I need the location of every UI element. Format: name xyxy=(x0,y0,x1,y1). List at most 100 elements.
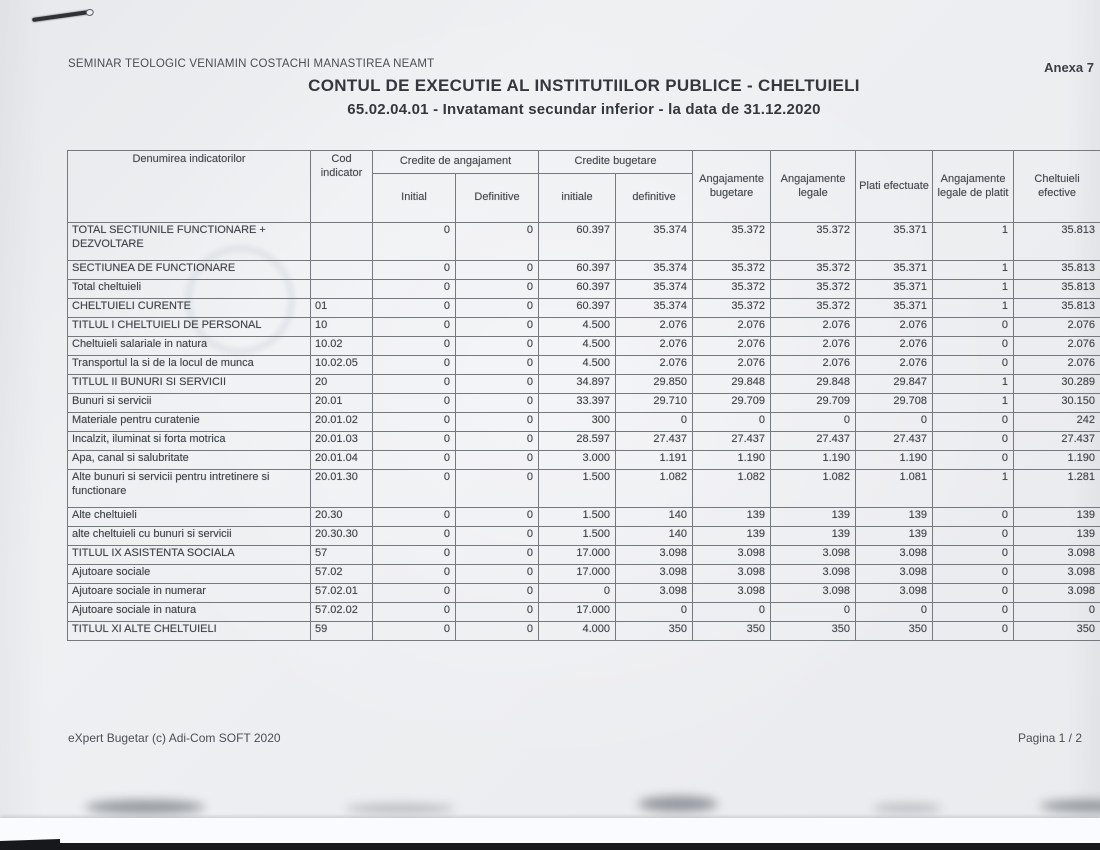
table-row: Ajutoare sociale 57.02 0 0 17.000 3.098 3.098 3… xyxy=(67,564,1100,584)
value-cell: 0 xyxy=(932,564,1015,584)
value-cell: 35.374 xyxy=(615,298,694,318)
budget-execution-table: Denumirea indicatorilor Cod indicator Cr… xyxy=(67,150,1100,641)
value-cell: 35.372 xyxy=(692,279,772,299)
col-group-credite-bugetare: Credite bugetare xyxy=(538,150,694,174)
value-cell: 0 xyxy=(454,393,540,413)
value-cell: 0 xyxy=(932,450,1015,470)
value-cell: 28.597 xyxy=(538,431,617,451)
value-cell: 1.190 xyxy=(1013,450,1100,470)
value-cell: 35.371 xyxy=(855,260,934,280)
indicator-name-cell: Transportul la si de la locul de munca xyxy=(67,355,311,375)
value-cell: 0 xyxy=(372,260,456,280)
value-cell: 0 xyxy=(454,545,540,565)
value-cell: 29.850 xyxy=(615,374,694,394)
indicator-code-cell: 20 xyxy=(310,374,373,394)
col-header-angajamente-legale-platit: Angajamente legale de platit xyxy=(932,150,1015,223)
value-cell: 3.098 xyxy=(770,545,857,565)
value-cell: 0 xyxy=(770,602,857,622)
indicator-code-cell: 01 xyxy=(310,298,373,318)
value-cell: 3.098 xyxy=(855,564,934,584)
indicator-name-cell: TITLUL IX ASISTENTA SOCIALA xyxy=(67,545,311,565)
value-cell: 4.000 xyxy=(538,621,617,641)
document-title: CONTUL DE EXECUTIE AL INSTITUTIILOR PUBL… xyxy=(308,76,860,95)
value-cell: 0 xyxy=(692,602,772,622)
value-cell: 0 xyxy=(372,621,456,641)
col-header-initiale: initiale xyxy=(538,173,617,223)
col-header-denumire: Denumirea indicatorilor xyxy=(67,150,311,223)
value-cell: 0 xyxy=(372,450,456,470)
indicator-name-cell: CHELTUIELI CURENTE xyxy=(67,298,311,318)
value-cell: 350 xyxy=(1013,621,1100,641)
indicator-code-cell: 20.01.02 xyxy=(310,412,373,432)
value-cell: 350 xyxy=(770,621,857,641)
indicator-name-cell: Ajutoare sociale in numerar xyxy=(67,583,311,603)
value-cell: 2.076 xyxy=(855,317,934,337)
value-cell: 27.437 xyxy=(770,431,857,451)
annex-label: Anexa 7 xyxy=(1044,60,1094,75)
value-cell: 34.897 xyxy=(538,374,617,394)
value-cell: 0 xyxy=(372,564,456,584)
value-cell: 0 xyxy=(770,412,857,432)
value-cell: 3.098 xyxy=(855,583,934,603)
indicator-name-cell: TITLUL II BUNURI SI SERVICII xyxy=(67,374,311,394)
table-row: TITLUL II BUNURI SI SERVICII 20 0 0 34.897 29… xyxy=(67,374,1100,394)
value-cell: 139 xyxy=(692,507,772,527)
value-cell: 35.374 xyxy=(615,260,694,280)
value-cell: 0 xyxy=(454,260,540,280)
value-cell: 35.372 xyxy=(692,298,772,318)
value-cell: 2.076 xyxy=(770,317,857,337)
value-cell: 0 xyxy=(454,431,540,451)
table-row: Bunuri si servicii 20.01 0 0 33.397 29.710 29.… xyxy=(67,393,1100,413)
value-cell: 2.076 xyxy=(615,355,694,375)
value-cell: 1.500 xyxy=(538,507,617,527)
value-cell: 33.397 xyxy=(538,393,617,413)
col-header-cod-indicator: Cod indicator xyxy=(310,150,373,223)
value-cell: 4.500 xyxy=(538,336,617,356)
value-cell: 139 xyxy=(1013,507,1100,527)
table-row: Alte cheltuieli 20.30 0 0 1.500 140 139 139 139 0… xyxy=(67,507,1100,527)
table-row: Transportul la si de la locul de munca 10… xyxy=(67,355,1100,375)
indicator-name-cell: TITLUL I CHELTUIELI DE PERSONAL xyxy=(67,317,311,337)
value-cell: 3.098 xyxy=(692,564,772,584)
value-cell: 17.000 xyxy=(538,602,617,622)
value-cell: 0 xyxy=(372,583,456,603)
value-cell: 0 xyxy=(372,602,456,622)
value-cell: 0 xyxy=(1013,602,1100,622)
value-cell: 139 xyxy=(855,526,934,546)
value-cell: 0 xyxy=(372,507,456,527)
indicator-name-cell: Alte bunuri si servicii pentru intretine… xyxy=(67,469,311,508)
value-cell: 35.371 xyxy=(855,298,934,318)
value-cell: 3.000 xyxy=(538,450,617,470)
value-cell: 35.372 xyxy=(770,298,857,318)
scan-edge-bar xyxy=(0,843,1100,850)
indicator-code-cell: 10.02 xyxy=(310,336,373,356)
value-cell: 3.098 xyxy=(1013,545,1100,565)
value-cell: 1 xyxy=(932,222,1015,261)
value-cell: 0 xyxy=(372,317,456,337)
value-cell: 1.190 xyxy=(770,450,857,470)
value-cell: 1.082 xyxy=(770,469,857,508)
indicator-code-cell: 20.01 xyxy=(310,393,373,413)
value-cell: 29.708 xyxy=(855,393,934,413)
table-row: TOTAL SECTIUNILE FUNCTIONARE + DEZVOLTAR… xyxy=(67,222,1100,261)
value-cell: 1.281 xyxy=(1013,469,1100,508)
value-cell: 0 xyxy=(454,412,540,432)
organization-name: SEMINAR TEOLOGIC VENIAMIN COSTACHI MANAS… xyxy=(68,58,435,70)
table-row: Incalzit, iluminat si forta motrica 20.01… xyxy=(67,431,1100,451)
value-cell: 0 xyxy=(372,355,456,375)
indicator-name-cell: Ajutoare sociale xyxy=(67,564,311,584)
value-cell: 3.098 xyxy=(692,545,772,565)
col-header-definitive-bugetare: definitive xyxy=(615,173,694,223)
col-header-definitive: Definitive xyxy=(454,173,540,223)
table-row: Materiale pentru curatenie 20.01.02 0 0 300 0… xyxy=(67,412,1100,432)
indicator-name-cell: alte cheltuieli cu bunuri si servicii xyxy=(67,526,311,546)
table-row: Total cheltuieli 0 0 60.397 35.374 35.372 35.3… xyxy=(67,279,1100,299)
value-cell: 35.372 xyxy=(770,222,857,261)
indicator-code-cell: 20.30 xyxy=(310,507,373,527)
indicator-code-cell: 10 xyxy=(310,317,373,337)
value-cell: 139 xyxy=(855,507,934,527)
col-group-credite-angajament: Credite de angajament xyxy=(371,150,540,174)
value-cell: 2.076 xyxy=(692,317,772,337)
indicator-name-cell: Alte cheltuieli xyxy=(67,507,311,527)
value-cell: 4.500 xyxy=(538,317,617,337)
